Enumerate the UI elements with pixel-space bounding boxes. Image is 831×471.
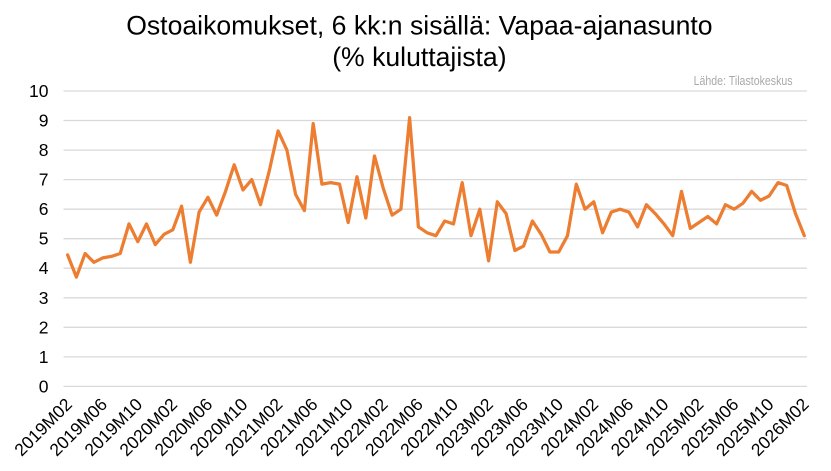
svg-text:1: 1: [39, 347, 49, 367]
svg-text:8: 8: [39, 140, 49, 160]
svg-text:Ostoaikomukset, 6 kk:n sisällä: Ostoaikomukset, 6 kk:n sisällä: Vapaa-aj…: [126, 11, 712, 41]
svg-text:7: 7: [39, 170, 49, 190]
svg-text:3: 3: [39, 288, 49, 308]
svg-text:4: 4: [39, 258, 49, 278]
svg-text:(% kuluttajista): (% kuluttajista): [332, 42, 506, 72]
svg-text:10: 10: [29, 81, 49, 101]
svg-text:6: 6: [39, 199, 49, 219]
svg-text:Lähde: Tilastokeskus: Lähde: Tilastokeskus: [694, 74, 793, 88]
svg-text:0: 0: [39, 376, 49, 396]
svg-text:5: 5: [39, 229, 49, 249]
svg-text:9: 9: [39, 111, 49, 131]
svg-text:2: 2: [39, 317, 49, 337]
